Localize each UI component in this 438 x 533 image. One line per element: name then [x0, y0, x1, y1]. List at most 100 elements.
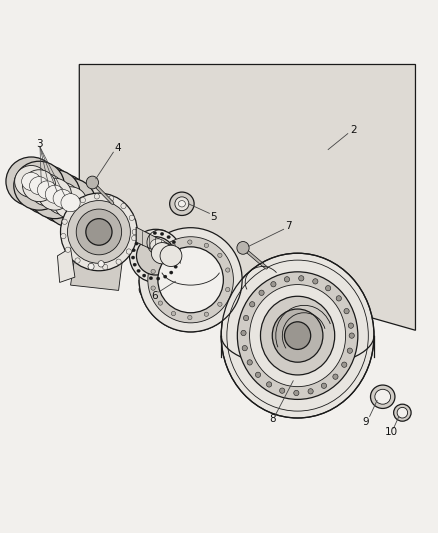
- Ellipse shape: [6, 157, 57, 206]
- Ellipse shape: [76, 209, 122, 255]
- Ellipse shape: [132, 249, 135, 252]
- Ellipse shape: [177, 259, 180, 261]
- Ellipse shape: [175, 197, 189, 211]
- Ellipse shape: [149, 277, 153, 280]
- Ellipse shape: [394, 404, 411, 421]
- Ellipse shape: [80, 197, 85, 203]
- Ellipse shape: [21, 172, 41, 190]
- Ellipse shape: [29, 169, 80, 219]
- Ellipse shape: [146, 233, 149, 236]
- Ellipse shape: [153, 231, 157, 235]
- Ellipse shape: [137, 237, 175, 275]
- Ellipse shape: [88, 264, 93, 269]
- Ellipse shape: [333, 374, 338, 379]
- Ellipse shape: [61, 193, 80, 212]
- Ellipse shape: [151, 286, 155, 290]
- Ellipse shape: [279, 388, 285, 393]
- Ellipse shape: [172, 240, 176, 244]
- Ellipse shape: [130, 229, 182, 282]
- Ellipse shape: [221, 253, 374, 418]
- Ellipse shape: [242, 345, 247, 351]
- Ellipse shape: [272, 309, 323, 362]
- Ellipse shape: [285, 322, 311, 350]
- Ellipse shape: [160, 232, 164, 236]
- Ellipse shape: [247, 360, 252, 365]
- Ellipse shape: [348, 323, 353, 328]
- Ellipse shape: [14, 165, 48, 197]
- Ellipse shape: [171, 311, 176, 316]
- Ellipse shape: [29, 176, 49, 195]
- Ellipse shape: [37, 174, 88, 223]
- Ellipse shape: [170, 192, 194, 215]
- Ellipse shape: [226, 287, 230, 292]
- Ellipse shape: [135, 242, 138, 245]
- Ellipse shape: [158, 247, 223, 313]
- Ellipse shape: [121, 204, 126, 209]
- Ellipse shape: [140, 237, 143, 240]
- Ellipse shape: [397, 407, 408, 418]
- Ellipse shape: [261, 296, 335, 375]
- Ellipse shape: [45, 178, 96, 227]
- Ellipse shape: [53, 189, 72, 207]
- Ellipse shape: [126, 249, 131, 254]
- Ellipse shape: [349, 333, 354, 338]
- Ellipse shape: [109, 196, 114, 201]
- Ellipse shape: [204, 312, 208, 317]
- Ellipse shape: [151, 269, 155, 273]
- Ellipse shape: [241, 330, 246, 336]
- Ellipse shape: [160, 245, 182, 266]
- Ellipse shape: [54, 187, 87, 219]
- Text: 8: 8: [269, 414, 276, 424]
- Ellipse shape: [67, 200, 131, 263]
- Ellipse shape: [132, 229, 138, 235]
- Ellipse shape: [170, 271, 173, 274]
- Ellipse shape: [139, 228, 242, 332]
- Ellipse shape: [313, 279, 318, 284]
- Ellipse shape: [139, 271, 242, 308]
- Ellipse shape: [156, 277, 160, 280]
- Text: 7: 7: [285, 221, 291, 231]
- Ellipse shape: [46, 182, 79, 214]
- Ellipse shape: [88, 263, 94, 270]
- Text: 6: 6: [151, 291, 158, 301]
- Ellipse shape: [133, 263, 137, 266]
- Ellipse shape: [86, 219, 112, 245]
- Ellipse shape: [250, 302, 255, 307]
- Ellipse shape: [237, 272, 358, 399]
- Ellipse shape: [102, 264, 108, 270]
- Ellipse shape: [336, 296, 341, 301]
- Ellipse shape: [131, 256, 135, 259]
- Ellipse shape: [137, 269, 140, 272]
- Ellipse shape: [69, 206, 74, 212]
- Ellipse shape: [226, 268, 230, 272]
- Ellipse shape: [163, 275, 167, 278]
- Ellipse shape: [347, 348, 353, 353]
- Text: 10: 10: [385, 427, 398, 438]
- Ellipse shape: [86, 176, 99, 189]
- Ellipse shape: [151, 243, 173, 264]
- Ellipse shape: [244, 316, 249, 321]
- Ellipse shape: [299, 276, 304, 281]
- Ellipse shape: [150, 239, 166, 252]
- Text: 2: 2: [350, 125, 357, 135]
- Ellipse shape: [167, 236, 170, 239]
- Ellipse shape: [171, 244, 176, 248]
- Ellipse shape: [321, 383, 327, 389]
- Ellipse shape: [129, 215, 134, 221]
- Ellipse shape: [237, 241, 249, 254]
- Ellipse shape: [294, 390, 299, 395]
- Ellipse shape: [176, 247, 179, 250]
- Polygon shape: [57, 248, 75, 282]
- Ellipse shape: [375, 389, 391, 404]
- Ellipse shape: [177, 254, 180, 257]
- Ellipse shape: [187, 240, 192, 244]
- Ellipse shape: [266, 382, 272, 387]
- Ellipse shape: [187, 316, 192, 320]
- Polygon shape: [71, 256, 123, 290]
- Ellipse shape: [142, 274, 146, 277]
- Ellipse shape: [342, 362, 347, 367]
- Text: 5: 5: [210, 212, 217, 222]
- Ellipse shape: [98, 261, 104, 267]
- Ellipse shape: [158, 301, 162, 305]
- Ellipse shape: [22, 169, 56, 201]
